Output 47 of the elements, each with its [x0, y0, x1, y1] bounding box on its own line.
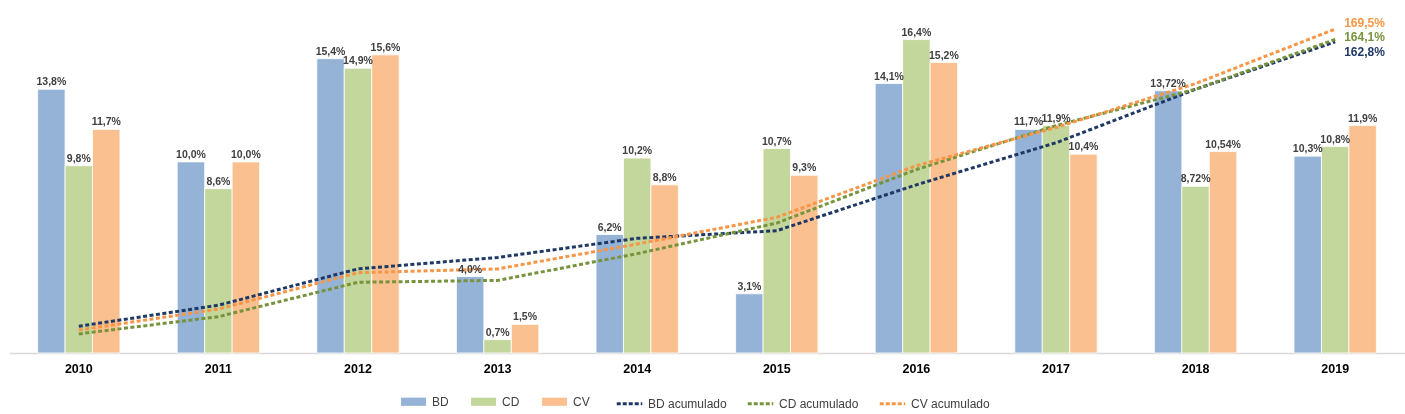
x-tick-label: 2011 [204, 361, 232, 376]
data-label: 10,54% [1205, 137, 1242, 150]
data-label: 3,1% [737, 279, 762, 292]
data-label: 16,4% [901, 25, 932, 38]
data-label: 0,7% [485, 325, 511, 338]
data-label: 10,0% [176, 147, 207, 160]
data-label: 10,7% [761, 134, 793, 147]
legend-label: BD [432, 394, 449, 409]
data-label: 11,9% [1041, 111, 1072, 124]
legend-label: CD acumulado [779, 396, 859, 411]
data-label: 169,5% [1344, 16, 1386, 31]
data-label: 8,6% [206, 174, 232, 187]
data-label: 1,5% [513, 310, 538, 323]
data-label: 10,0% [230, 147, 262, 160]
data-label: 10,2% [622, 144, 653, 157]
data-label: 13,72% [1150, 76, 1187, 89]
x-tick-label: 2016 [902, 361, 931, 376]
data-label: 164,1% [1344, 30, 1386, 45]
x-tick-label: 2010 [64, 361, 93, 376]
x-tick-label: 2019 [1321, 361, 1350, 376]
data-label: 162,8% [1344, 45, 1386, 60]
data-label: 15,6% [370, 40, 401, 53]
x-tick-label: 2012 [344, 361, 372, 376]
data-label: 14,1% [874, 69, 905, 82]
data-label: 10,8% [1320, 132, 1351, 145]
legend-label: BD acumulado [648, 396, 728, 411]
data-label: 6,2% [597, 220, 623, 233]
data-label: 11,9% [1348, 111, 1378, 124]
legend-label: CD [502, 394, 520, 409]
x-tick-label: 2014 [623, 361, 652, 376]
data-label: 10,3% [1292, 142, 1324, 155]
data-label: 14,9% [343, 54, 374, 67]
data-label: 10,4% [1068, 140, 1099, 153]
x-tick-label: 2017 [1042, 361, 1070, 376]
data-label: 15,2% [928, 48, 960, 61]
legend-label: CV acumulado [911, 396, 991, 411]
data-label: 15,4% [315, 44, 347, 57]
data-label: 4,0% [458, 262, 483, 275]
data-label: 8,8% [652, 170, 678, 183]
x-tick-label: 2013 [483, 361, 512, 376]
x-tick-label: 2018 [1181, 361, 1210, 376]
data-label: 13,8% [36, 75, 67, 88]
data-label: 9,3% [792, 161, 817, 174]
legend-label: CV [573, 394, 590, 409]
data-label: 11,7% [91, 115, 122, 128]
x-tick-label: 2015 [762, 361, 791, 376]
data-label: 9,8% [66, 151, 92, 164]
